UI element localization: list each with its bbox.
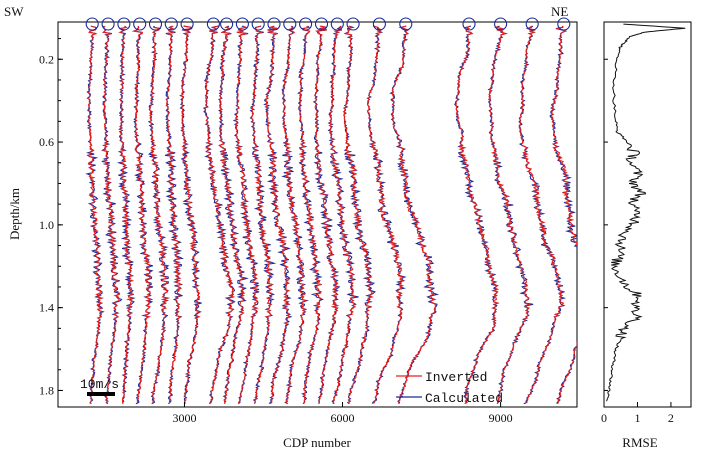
y-tick-label: 0.2 [39, 52, 54, 66]
rmse-plot-frame [603, 21, 692, 408]
well-marker [299, 17, 313, 31]
well-marker [494, 17, 508, 31]
legend: Inverted Calculated [396, 370, 503, 406]
well-marker [235, 17, 249, 31]
calculated-trace [312, 25, 341, 404]
well-marker [180, 17, 194, 31]
well-marker [251, 17, 265, 31]
x-tick-label: 6000 [331, 411, 355, 425]
well-marker [206, 17, 220, 31]
inverted-trace [391, 25, 437, 404]
inverted-trace [487, 25, 532, 404]
calculated-trace [342, 25, 376, 405]
inverted-trace [250, 25, 273, 404]
well-marker [164, 17, 178, 31]
inverted-trace [149, 26, 169, 404]
y-tick-label: 1.0 [39, 218, 54, 232]
corner-label-ne: NE [551, 4, 568, 19]
calculated-trace [454, 25, 500, 405]
x-tick-label: 3000 [172, 411, 196, 425]
calculated-trace [327, 25, 359, 404]
well-marker [101, 17, 115, 31]
rmse-line [606, 23, 686, 402]
inverted-trace [265, 25, 291, 405]
well-marker [220, 17, 234, 31]
inverted-trace [118, 25, 135, 404]
legend-label-inverted: Inverted [425, 370, 487, 385]
calculated-trace [389, 25, 440, 404]
calculated-trace [487, 25, 534, 405]
rmse-x-tick-label: 1 [634, 411, 640, 425]
inverted-trace [366, 25, 405, 404]
main-plot-frame [57, 21, 578, 408]
legend-label-calculated: Calculated [425, 391, 503, 406]
inverted-trace [101, 25, 120, 404]
well-marker [462, 17, 476, 31]
inverted-trace [132, 25, 153, 404]
x-tick-label: 9000 [489, 411, 513, 425]
y-tick-label: 1.4 [39, 301, 54, 315]
calculated-trace [179, 25, 202, 404]
well-marker [314, 17, 329, 31]
well-marker [346, 17, 360, 31]
well-marker [399, 17, 413, 31]
inverted-trace [455, 25, 500, 405]
inverted-trace [328, 25, 357, 405]
rmse-x-tick-label: 0 [601, 411, 607, 425]
inverted-trace [518, 25, 565, 405]
well-marker [557, 17, 571, 31]
inverted-trace [204, 25, 236, 404]
well-marker [330, 17, 344, 31]
y-axis-title: Depth/km [7, 188, 22, 240]
well-marker [525, 17, 539, 31]
well-marker [85, 17, 99, 31]
well-marker [117, 17, 131, 31]
calculated-trace [164, 25, 184, 405]
calculated-trace [218, 25, 249, 404]
rmse-axis-title: RMSE [622, 435, 657, 450]
inverted-trace [166, 25, 182, 404]
well-marker [267, 17, 281, 31]
inverted-trace [87, 25, 104, 404]
well-marker [283, 17, 297, 31]
y-tick-label: 1.8 [39, 383, 54, 397]
well-marker [372, 17, 386, 31]
inverted-trace [343, 25, 374, 405]
inverted-trace [282, 25, 307, 405]
corner-label-sw: SW [4, 4, 24, 19]
inverted-trace [550, 25, 577, 404]
well-marker [133, 17, 147, 31]
inverted-trace [218, 25, 246, 404]
x-axis-title: CDP number [283, 435, 351, 450]
well-marker [148, 17, 163, 31]
calculated-trace [366, 25, 407, 404]
inverted-trace [180, 25, 202, 404]
rmse-x-tick-label: 2 [668, 411, 674, 425]
calculated-trace [297, 25, 324, 405]
y-tick-label: 0.6 [39, 135, 54, 149]
inverted-trace [298, 25, 322, 404]
scale-bar-label: 10m/s [80, 377, 119, 392]
inverted-trace [314, 25, 340, 405]
inverted-trace [234, 25, 259, 404]
